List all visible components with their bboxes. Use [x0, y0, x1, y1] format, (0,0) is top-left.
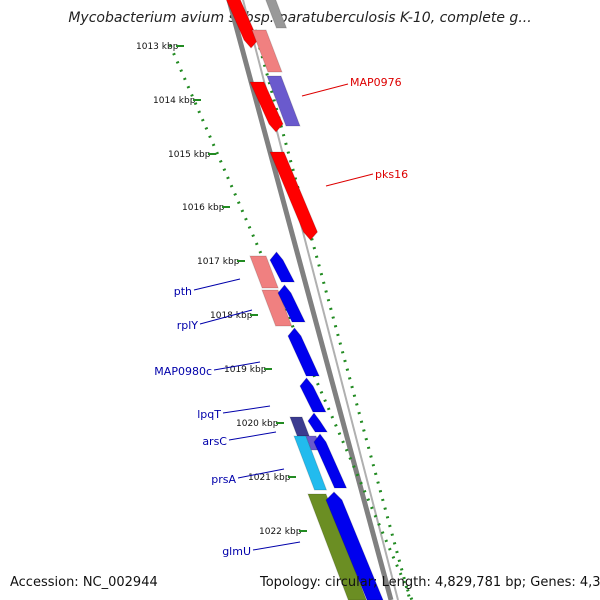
- genome-summary: Topology: circular; Length: 4,829,781 bp…: [260, 575, 600, 590]
- tick-label: 1013 kbp: [136, 42, 179, 52]
- gene-feature-pink: [251, 29, 283, 73]
- gene-label-map0980c: MAP0980c: [154, 365, 212, 378]
- gene-feature-red: [269, 151, 319, 241]
- gene-label-map0976: MAP0976: [350, 76, 402, 89]
- ruler-dotted-line: [168, 44, 414, 600]
- gene-label-leader: [199, 309, 253, 325]
- gene-feature-blue: [269, 251, 296, 283]
- gene-feature-slate: [266, 75, 301, 127]
- gene-label-pth: pth: [174, 285, 192, 298]
- gene-feature-pink: [249, 255, 279, 289]
- gene-feature-navy: [289, 416, 310, 437]
- gene-feature-blue: [287, 327, 321, 377]
- gene-label-leader: [237, 468, 285, 479]
- tick-label: 1014 kbp: [153, 96, 196, 106]
- gene-label-leader: [252, 541, 301, 551]
- gene-label-rply: rplY: [177, 319, 199, 332]
- gene-label-leader: [193, 278, 241, 291]
- gene-label-pks16: pks16: [375, 168, 408, 181]
- tick-label: 1020 kbp: [236, 419, 279, 429]
- tick-label: 1021 kbp: [248, 473, 291, 483]
- gene-feature-pink: [261, 289, 293, 327]
- genome-title: Mycobacterium avium subsp. paratuberculo…: [68, 10, 532, 26]
- backbone-line: [226, 0, 394, 600]
- gene-feature-blue: [299, 377, 327, 413]
- tick-label: 1019 kbp: [224, 365, 267, 375]
- gene-label-leader: [228, 431, 277, 441]
- gene-feature-red: [249, 81, 284, 133]
- gene-label-leader: [301, 83, 349, 97]
- gene-label-leader: [213, 361, 261, 371]
- tick-label: 1022 kbp: [259, 527, 302, 537]
- gene-feature-red: [225, 0, 259, 49]
- tick-label: 1015 kbp: [168, 150, 211, 160]
- gene-label-leader: [222, 405, 271, 414]
- gene-label-leader: [325, 173, 374, 187]
- gene-feature-blue: [277, 284, 306, 323]
- gene-label-lpqt: lpqT: [197, 408, 221, 421]
- tick-label: 1016 kbp: [182, 203, 225, 213]
- gene-label-arsc: arsC: [202, 435, 227, 448]
- gene-label-glmu: glmU: [222, 545, 251, 558]
- gene-feature-cyan: [293, 435, 328, 491]
- gene-feature-grey: [265, 0, 288, 29]
- tick-label: 1017 kbp: [197, 257, 240, 267]
- gene-feature-olive: [307, 493, 367, 600]
- accession-label: Accession: NC_002944: [10, 575, 158, 590]
- gene-feature-blue: [325, 491, 384, 600]
- gene-label-prsa: prsA: [211, 473, 236, 486]
- gene-feature-blue: [307, 412, 329, 433]
- gene-feature-blue: [313, 433, 348, 489]
